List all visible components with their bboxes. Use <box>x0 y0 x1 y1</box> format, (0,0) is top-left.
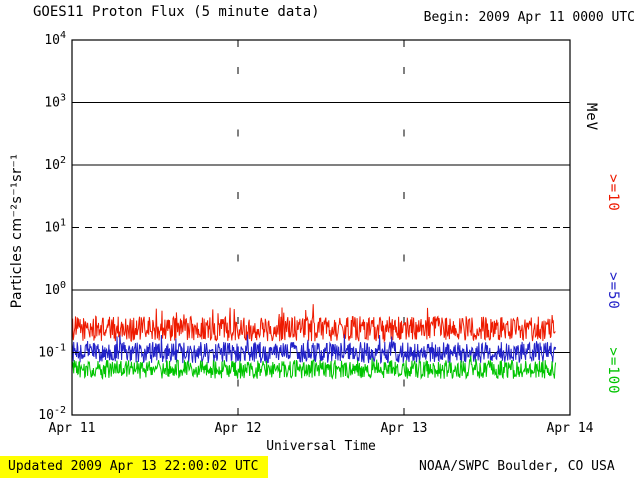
series-label-ge100: >=100 <box>605 347 621 395</box>
chart-title: GOES11 Proton Flux (5 minute data) <box>33 4 320 20</box>
x-tick-label: Apr 11 <box>49 421 96 436</box>
series-line->=50 <box>71 334 557 365</box>
y-tick-label: 102 <box>44 155 66 173</box>
x-axis-title: Universal Time <box>266 439 376 454</box>
y-axis-title: Particles cm⁻²s⁻¹sr⁻¹ <box>9 153 25 309</box>
series-label-ge50: >=50 <box>605 272 621 310</box>
updated-timestamp: Updated 2009 Apr 13 22:00:02 UTC <box>0 456 269 478</box>
right-axis-unit-label: MeV <box>583 102 599 132</box>
series-line->=10 <box>71 304 556 343</box>
series-label-ge10: >=10 <box>605 174 621 212</box>
x-tick-label: Apr 14 <box>547 421 594 436</box>
y-tick-label: 10-1 <box>38 343 66 361</box>
y-tick-label: 103 <box>44 93 66 111</box>
y-tick-label: 100 <box>44 280 66 298</box>
series-line->=100 <box>71 355 557 381</box>
x-tick-label: Apr 12 <box>215 421 262 436</box>
x-tick-label: Apr 13 <box>381 421 428 436</box>
credit-label: NOAA/SWPC Boulder, CO USA <box>419 459 615 474</box>
y-tick-label: 101 <box>44 218 66 236</box>
y-tick-label: 104 <box>44 30 66 48</box>
begin-timestamp: Begin: 2009 Apr 11 0000 UTC <box>423 10 635 25</box>
